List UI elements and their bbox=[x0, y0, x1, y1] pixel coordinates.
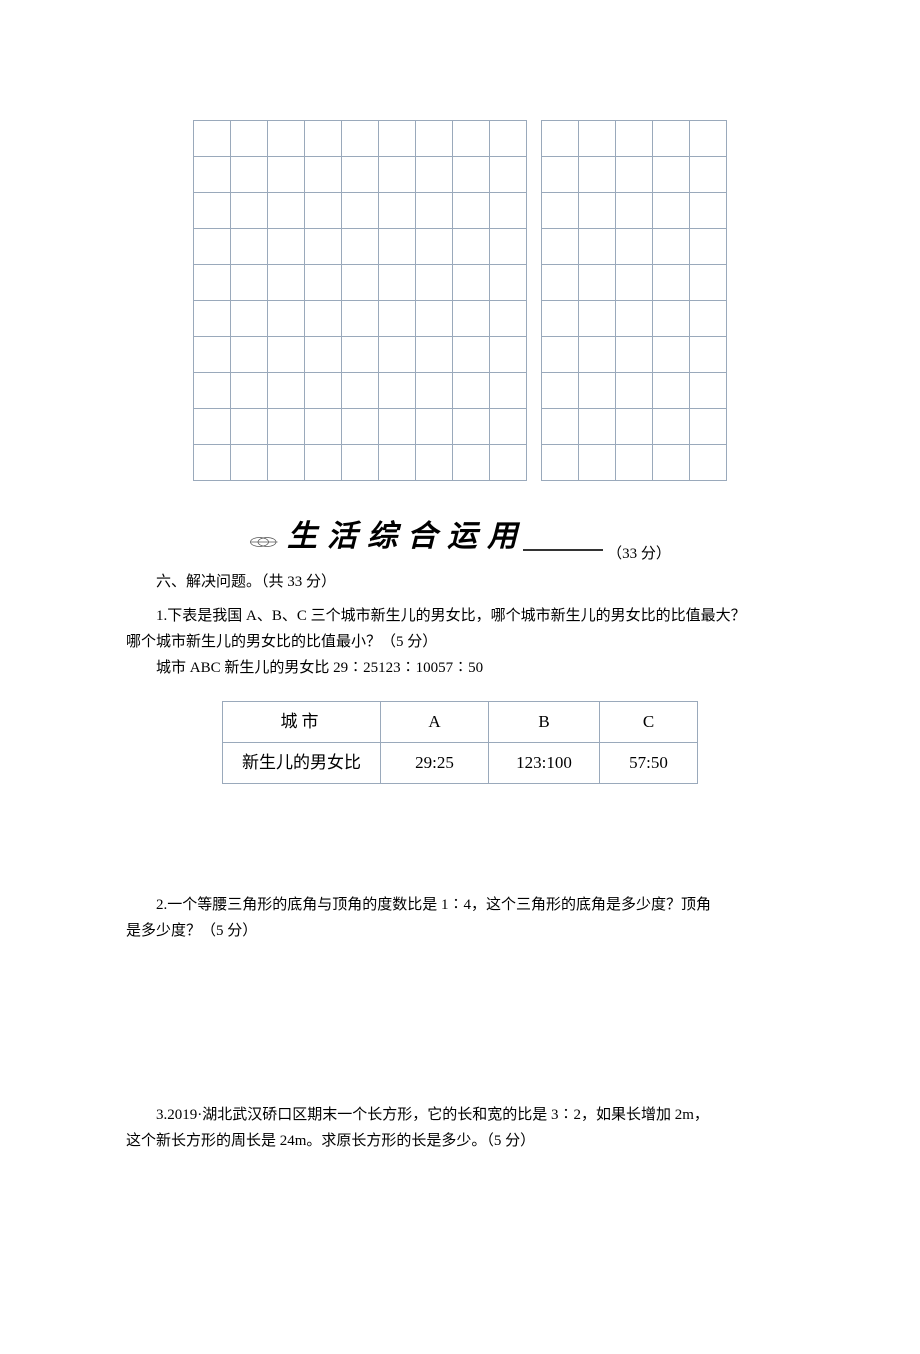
ratio-col-a: A bbox=[381, 702, 489, 743]
section-header-row: 生活综合运用 （33 分） bbox=[0, 511, 920, 561]
ratio-table: 城市 A B C 新生儿的男女比 29:25 123:100 57:50 bbox=[222, 701, 698, 784]
ratio-val-c: 57:50 bbox=[600, 743, 698, 784]
ratio-val-a: 29:25 bbox=[381, 743, 489, 784]
q1: 1.下表是我国 A、B、C 三个城市新生儿的男女比，哪个城市新生儿的男女比的比值… bbox=[126, 603, 794, 784]
q2-line1: 2.一个等腰三角形的底角与顶角的度数比是 1∶4，这个三角形的底角是多少度？顶角 bbox=[126, 892, 794, 918]
q2-line2: 是多少度？（5 分） bbox=[126, 918, 794, 944]
q1-line2: 哪个城市新生儿的男女比的比值最小？（5 分） bbox=[126, 629, 794, 655]
table-row: 城市 A B C bbox=[223, 702, 698, 743]
page-root: 生活综合运用 （33 分） 六、解决问题。（共 33 分） 1.下表是我国 A、… bbox=[0, 0, 920, 1354]
ratio-header-label: 城市 bbox=[223, 702, 381, 743]
ratio-val-b: 123:100 bbox=[489, 743, 600, 784]
q3: 3.2019·湖北武汉硚口区期末一个长方形，它的长和宽的比是 3∶2，如果长增加… bbox=[126, 1102, 794, 1154]
q3-line1: 3.2019·湖北武汉硚口区期末一个长方形，它的长和宽的比是 3∶2，如果长增加… bbox=[126, 1102, 794, 1128]
q1-line1: 1.下表是我国 A、B、C 三个城市新生儿的男女比，哪个城市新生儿的男女比的比值… bbox=[126, 603, 794, 629]
content-block: 六、解决问题。（共 33 分） 1.下表是我国 A、B、C 三个城市新生儿的男女… bbox=[126, 569, 794, 1354]
answer-space bbox=[126, 944, 794, 1094]
q3-line2: 这个新长方形的周长是 24m。求原长方形的长是多少。（5 分） bbox=[126, 1128, 794, 1154]
leaf-icon bbox=[249, 532, 279, 552]
answer-grid bbox=[193, 120, 727, 481]
section-points: （33 分） bbox=[607, 546, 671, 562]
ratio-col-b: B bbox=[489, 702, 600, 743]
section-title: 生活综合运用 bbox=[287, 511, 527, 555]
ratio-row-label: 新生儿的男女比 bbox=[223, 743, 381, 784]
section-title-underline bbox=[523, 549, 603, 551]
q1-inline-data: 城市 ABC 新生儿的男女比 29∶25123∶10057∶50 bbox=[126, 655, 794, 681]
answer-space bbox=[126, 1154, 794, 1354]
answer-space bbox=[126, 784, 794, 884]
q2: 2.一个等腰三角形的底角与顶角的度数比是 1∶4，这个三角形的底角是多少度？顶角… bbox=[126, 892, 794, 944]
table-row: 新生儿的男女比 29:25 123:100 57:50 bbox=[223, 743, 698, 784]
ratio-col-c: C bbox=[600, 702, 698, 743]
section6-heading: 六、解决问题。（共 33 分） bbox=[126, 569, 794, 595]
